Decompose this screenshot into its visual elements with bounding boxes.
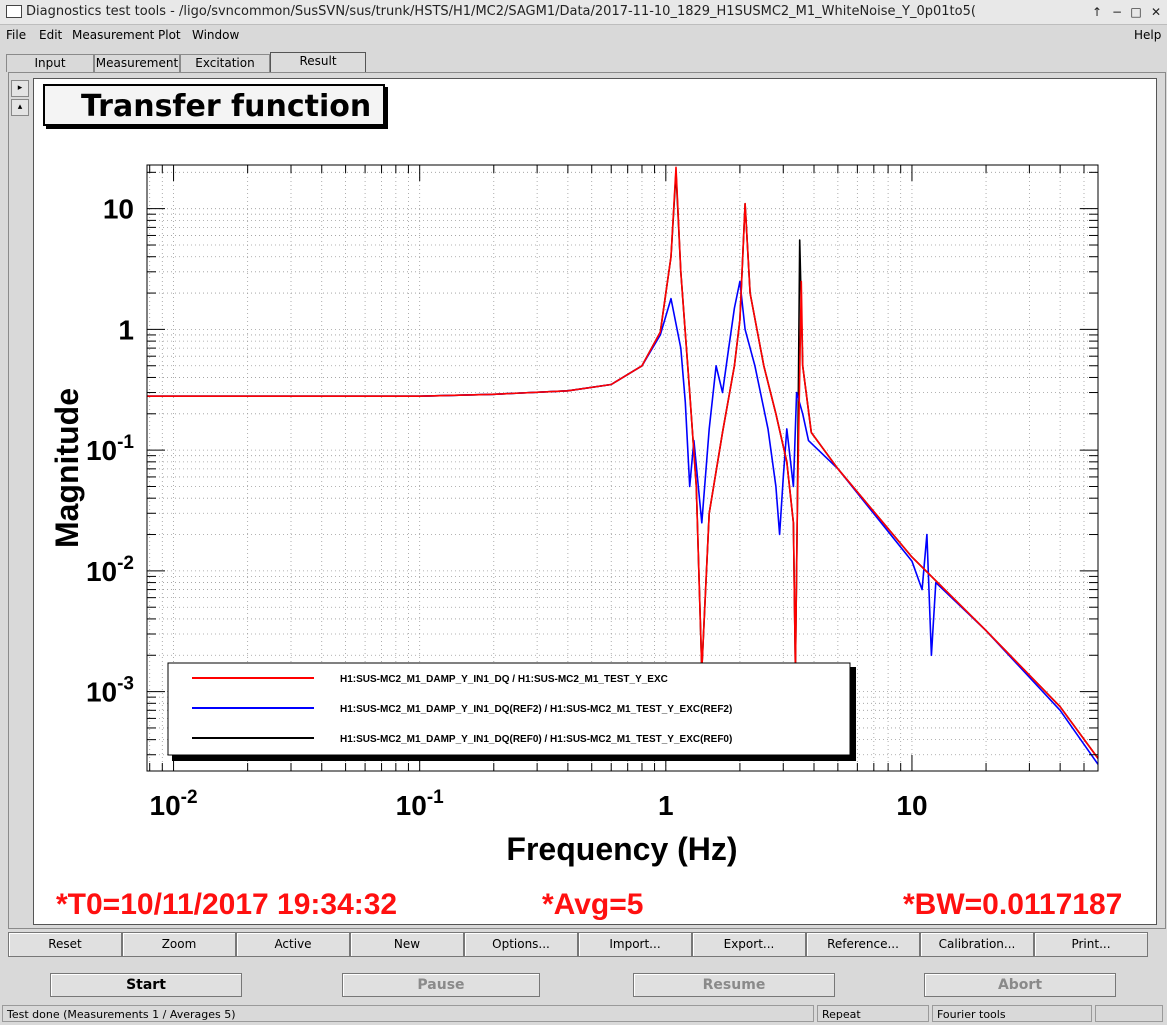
tab-measurement[interactable]: Measurement bbox=[94, 54, 180, 72]
menu-plot[interactable]: Plot bbox=[158, 28, 181, 42]
status-message: Test done (Measurements 1 / Averages 5) bbox=[2, 1005, 814, 1022]
menu-window[interactable]: Window bbox=[192, 28, 240, 42]
import-button[interactable]: Import... bbox=[578, 932, 692, 957]
plot-title: Transfer function bbox=[43, 84, 385, 126]
active-button[interactable]: Active bbox=[236, 932, 350, 957]
menu-help[interactable]: Help bbox=[1134, 28, 1162, 42]
close-icon[interactable]: ✕ bbox=[1150, 5, 1162, 19]
pin-icon[interactable]: ↑ bbox=[1091, 5, 1103, 19]
calibration-button[interactable]: Calibration... bbox=[920, 932, 1034, 957]
maximize-icon[interactable]: □ bbox=[1130, 5, 1142, 19]
plot-canvas[interactable] bbox=[33, 78, 1157, 925]
print-button[interactable]: Print... bbox=[1034, 932, 1148, 957]
tab-result[interactable]: Result bbox=[270, 52, 366, 73]
expand-right-icon[interactable]: ▸ bbox=[11, 80, 29, 97]
reference-button[interactable]: Reference... bbox=[806, 932, 920, 957]
new-button[interactable]: New bbox=[350, 932, 464, 957]
options-button[interactable]: Options... bbox=[464, 932, 578, 957]
abort-button[interactable]: Abort bbox=[924, 973, 1116, 997]
zoom-button[interactable]: Zoom bbox=[122, 932, 236, 957]
menu-bar: File Edit Measurement Plot Window Help bbox=[0, 25, 1167, 46]
tab-excitation[interactable]: Excitation bbox=[180, 54, 270, 72]
export-button[interactable]: Export... bbox=[692, 932, 806, 957]
status-mode: Repeat bbox=[817, 1005, 929, 1022]
pause-button[interactable]: Pause bbox=[342, 973, 540, 997]
start-button[interactable]: Start bbox=[50, 973, 242, 997]
window-icon[interactable] bbox=[6, 5, 22, 18]
resume-button[interactable]: Resume bbox=[633, 973, 835, 997]
status-bar: Test done (Measurements 1 / Averages 5) … bbox=[0, 1003, 1167, 1025]
avg-readout: *Avg=5 bbox=[542, 888, 644, 921]
menu-file[interactable]: File bbox=[6, 28, 27, 42]
menu-measurement[interactable]: Measurement bbox=[72, 28, 155, 42]
tab-input[interactable]: Input bbox=[6, 54, 94, 72]
minimize-icon[interactable]: − bbox=[1111, 5, 1123, 19]
reset-button[interactable]: Reset bbox=[8, 932, 122, 957]
status-tool: Fourier tools bbox=[932, 1005, 1092, 1022]
menu-edit[interactable]: Edit bbox=[39, 28, 63, 42]
t0-readout: *T0=10/11/2017 19:34:32 bbox=[56, 888, 398, 921]
bw-readout: *BW=0.0117187 bbox=[903, 888, 1123, 921]
title-bar: Diagnostics test tools - /ligo/svncommon… bbox=[0, 0, 1167, 25]
collapse-up-icon[interactable]: ▴ bbox=[11, 99, 29, 116]
window-title: Diagnostics test tools - /ligo/svncommon… bbox=[26, 4, 976, 19]
status-extra bbox=[1095, 1005, 1163, 1022]
